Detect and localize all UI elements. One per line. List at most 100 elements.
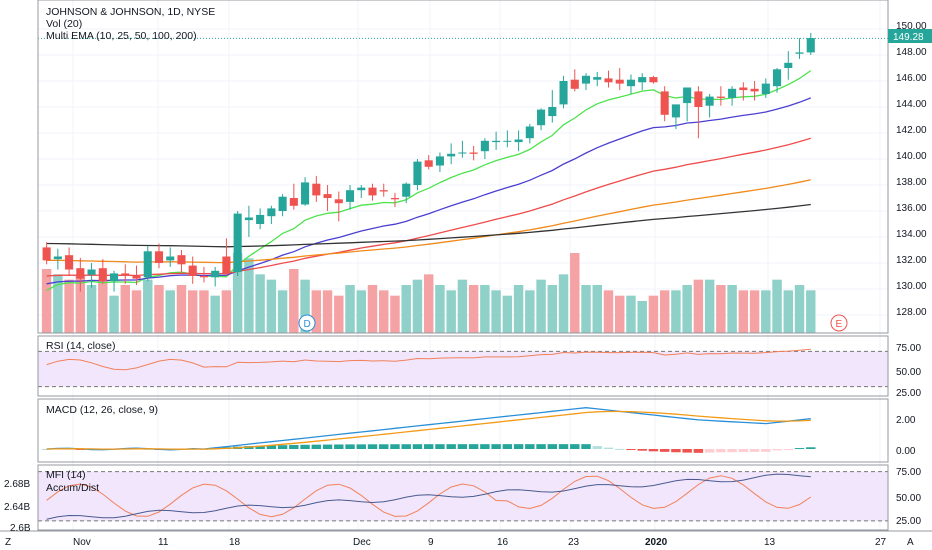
price-tick: 148.00 [896, 47, 927, 58]
macd-histogram-bar [379, 444, 389, 449]
candle-body [739, 87, 748, 91]
x-label: 11 [158, 537, 169, 548]
candle-body [109, 273, 119, 282]
x-label: Dec [353, 537, 371, 548]
macd-histogram-bar [716, 449, 726, 453]
macd-histogram-bar [659, 449, 670, 452]
volume-bar [367, 285, 378, 333]
macd-histogram-bar [693, 449, 704, 453]
price-axis[interactable]: 150.00 148.00 146.00 144.00 142.00 140.0… [896, 21, 927, 318]
pane-frame [37, 0, 889, 334]
volume-bar [143, 279, 153, 333]
ema-label: Multi EMA (10, 25, 50, 100, 200) [46, 30, 197, 42]
candle-body [256, 214, 265, 224]
x-label: 13 [764, 537, 776, 548]
candle-body [548, 107, 557, 117]
candle-body [626, 79, 636, 87]
price-tick: 138.00 [896, 177, 927, 188]
price-tick: 136.00 [896, 203, 927, 214]
macd-histogram-bar [704, 449, 715, 453]
accum-dist-label: Accum/Dist [46, 482, 99, 494]
volume-bar [704, 279, 715, 333]
candle-body [301, 182, 310, 205]
rsi-tick: 75.00 [896, 343, 921, 354]
macd-histogram-bar [412, 444, 423, 449]
candle-body [244, 217, 253, 221]
auto-scale-corner[interactable]: A [907, 537, 914, 548]
macd-histogram-bar [637, 449, 647, 451]
candle-body [424, 160, 433, 167]
dividend-marker[interactable] [298, 314, 316, 332]
candle-body [503, 140, 512, 142]
macd-histogram-bar [345, 444, 355, 449]
candle-body [795, 52, 804, 54]
macd-histogram-bar [570, 444, 580, 449]
zoom-corner[interactable]: Z [5, 537, 11, 548]
macd-histogram-bar [615, 448, 625, 450]
macd-histogram-bar [626, 449, 636, 450]
volume-bar [334, 295, 344, 333]
volume-label: Vol (20) [46, 18, 82, 30]
volume-bar [502, 295, 513, 333]
ema-25-line [46, 97, 812, 285]
candle-body [773, 69, 782, 87]
dividend-marker-text: D [304, 319, 311, 330]
candle-body [334, 199, 343, 204]
candle-body [211, 270, 220, 278]
macd-histogram-bar [457, 444, 468, 449]
time-axis[interactable]: Nov 11 18 Dec 9 16 23 2020 13 27 Z A [5, 537, 914, 548]
ad-tick: 2.68B [4, 479, 30, 490]
volume-bar [806, 290, 816, 333]
price-tick: 130.00 [896, 281, 927, 292]
candle-body [716, 96, 725, 98]
candle-body [559, 81, 568, 105]
volume-bar [109, 295, 119, 333]
volume-bar [154, 285, 164, 333]
candle-body [166, 256, 175, 261]
x-label: 18 [229, 537, 241, 548]
macd-histogram-bar [311, 444, 322, 449]
volume-bar [761, 290, 771, 333]
earnings-marker-text: E [836, 319, 843, 330]
candle-body [806, 38, 815, 53]
candle-body [604, 78, 613, 83]
earnings-marker[interactable] [830, 314, 848, 332]
volume-bar [64, 279, 74, 333]
macd-histogram-bar [603, 447, 614, 449]
volume-bar [120, 285, 131, 333]
macd-histogram-bar [423, 444, 434, 449]
candle-body [188, 265, 197, 276]
macd-histogram-bar [446, 444, 456, 449]
macd-histogram-bar [772, 449, 782, 451]
candle-body [177, 255, 186, 265]
volume-bar [75, 274, 86, 333]
volume-bar [457, 279, 468, 333]
macd-histogram-bar [480, 444, 490, 449]
volume-bar [570, 253, 580, 333]
macd-histogram-bar [491, 444, 501, 449]
x-label: 27 [875, 537, 887, 548]
candle-body [368, 187, 377, 196]
price-tick: 150.00 [896, 21, 927, 32]
volume-bar [86, 285, 97, 333]
macd-histogram-bar [794, 448, 805, 450]
rsi-tick: 25.00 [896, 388, 921, 399]
volume-bar [603, 290, 614, 333]
volume-bar [53, 274, 63, 333]
macd-tick: 2.00 [896, 415, 916, 426]
volume-bar [232, 253, 243, 333]
candle-body [199, 276, 208, 278]
volume-bar [491, 290, 501, 333]
candlesticks[interactable] [38, 32, 888, 292]
volume-bar [187, 290, 198, 333]
candle-body [143, 251, 152, 278]
indicator-lines [41, 348, 816, 520]
volume-bar [423, 274, 434, 333]
volume-bar [210, 295, 220, 333]
candle-body [683, 87, 692, 104]
macd-histogram-bar [255, 445, 265, 449]
macd-histogram-bar [525, 444, 535, 449]
volume-bar [558, 274, 569, 333]
candle-body [593, 77, 602, 80]
